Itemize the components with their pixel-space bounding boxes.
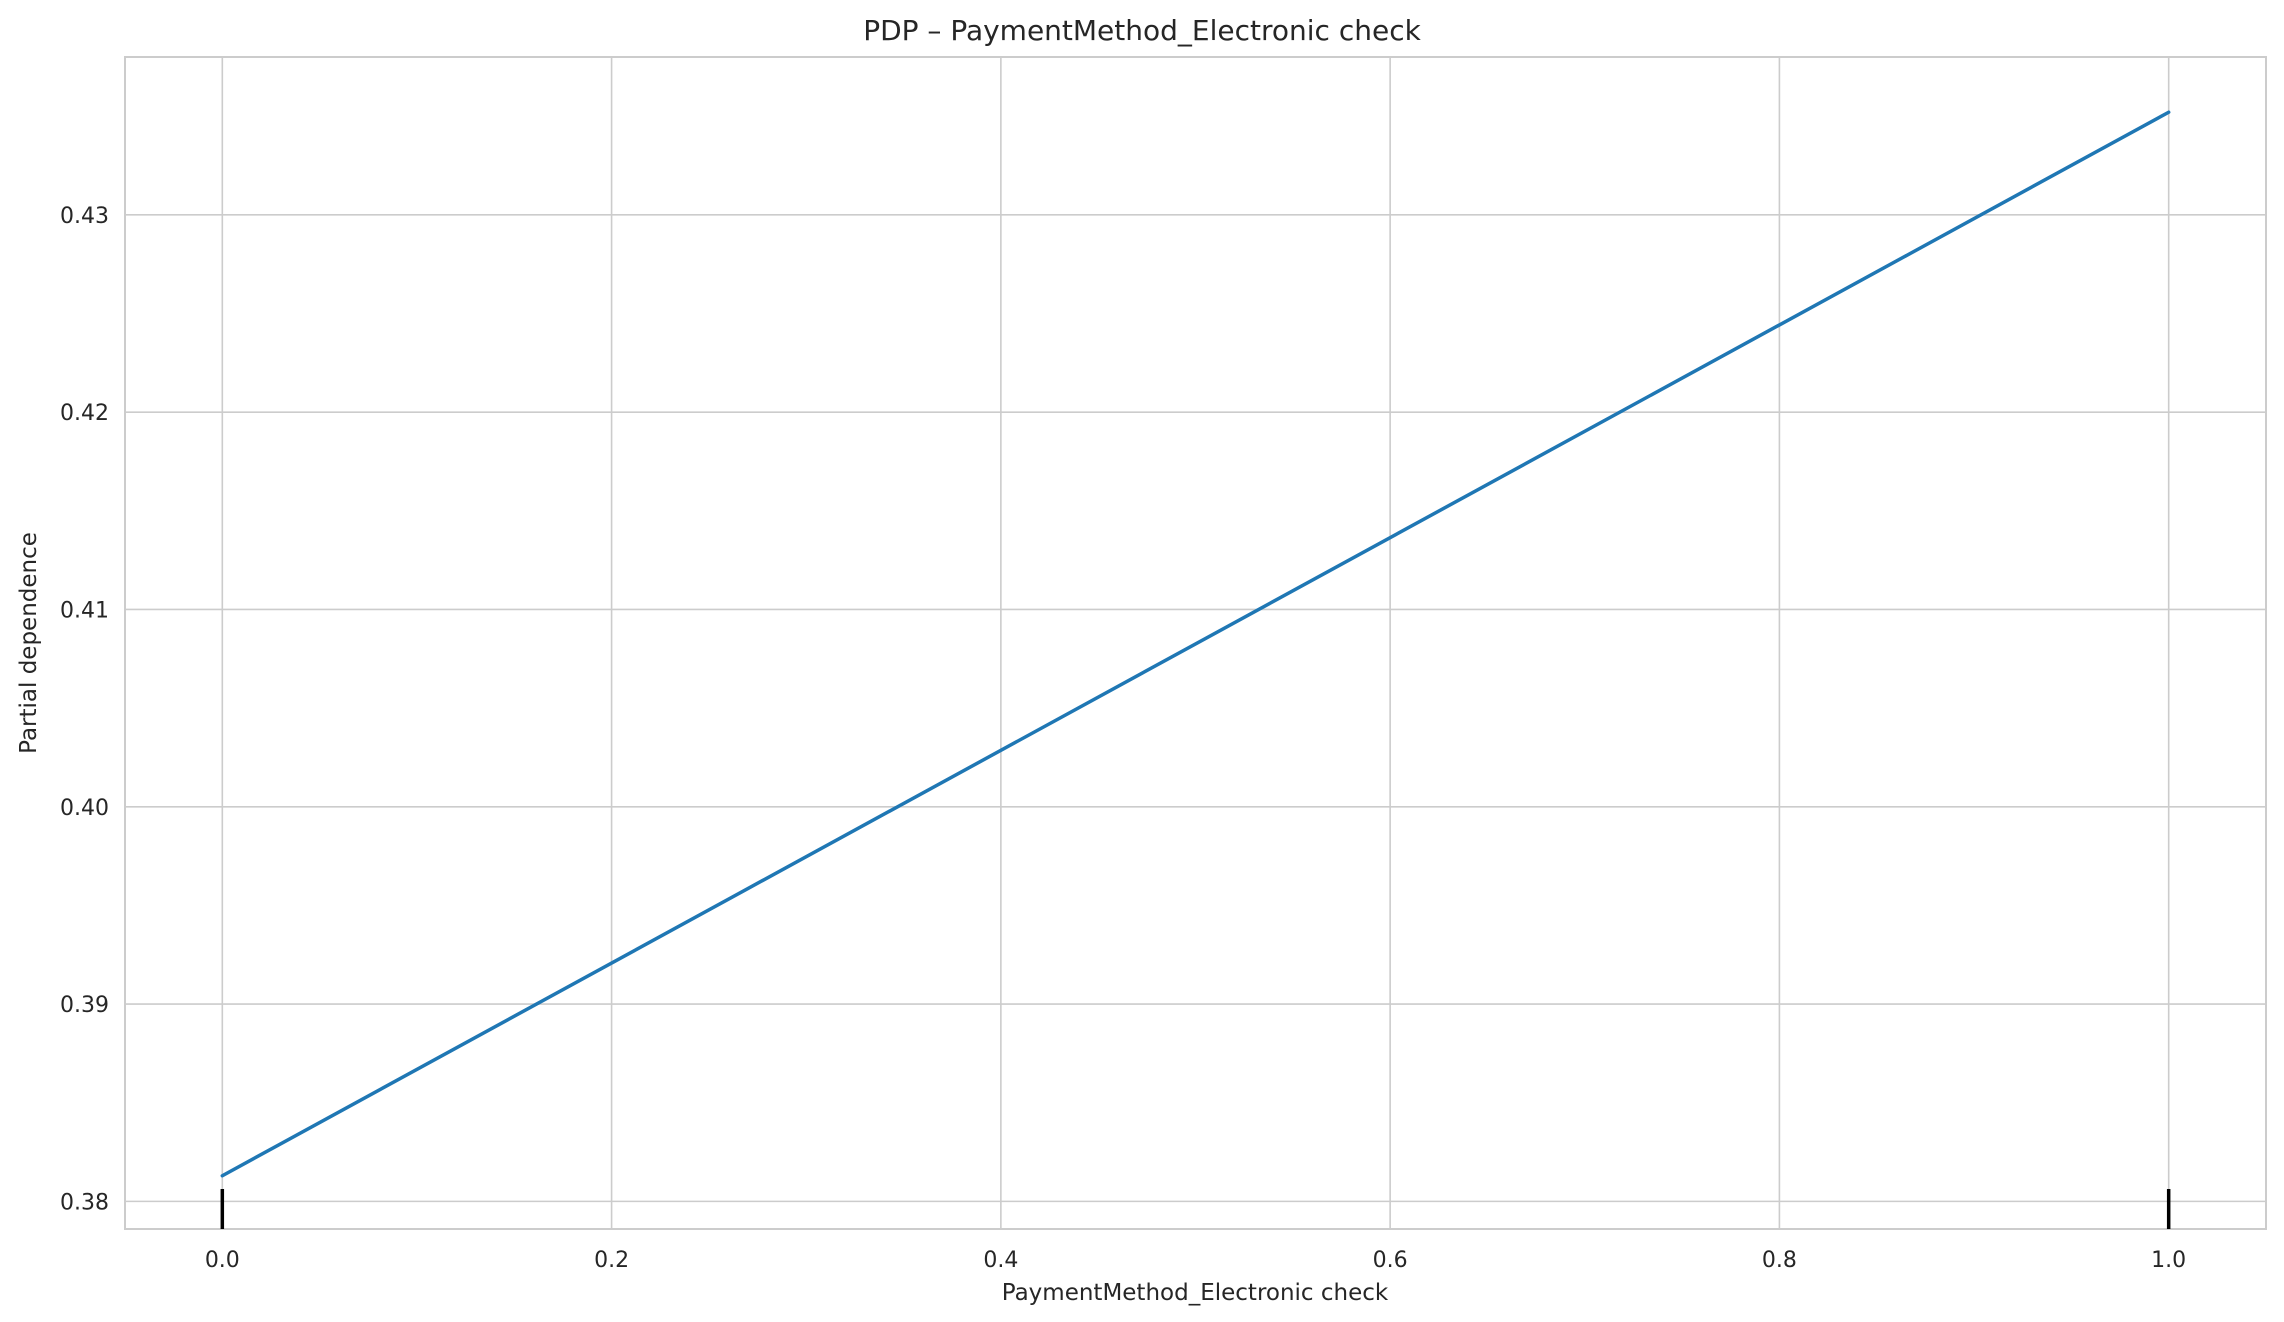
y-axis-ticks: 0.38 0.39 0.40 0.41 0.42 0.43 <box>60 204 109 1216</box>
y-tick-label: 0.38 <box>60 1190 109 1215</box>
y-axis-label: Partial dependence <box>16 532 42 754</box>
x-tick-label: 0.2 <box>594 1248 629 1273</box>
x-axis-label: PaymentMethod_Electronic check <box>1002 1280 1389 1306</box>
gridlines <box>125 57 2266 1229</box>
plot-frame <box>124 56 2267 1230</box>
y-tick-label: 0.43 <box>60 204 109 229</box>
x-tick-label: 0.4 <box>983 1248 1018 1273</box>
y-tick-label: 0.42 <box>60 401 109 426</box>
y-tick-label: 0.40 <box>60 796 109 821</box>
x-tick-label: 1.0 <box>2151 1248 2186 1273</box>
x-tick-label: 0.0 <box>205 1248 240 1273</box>
rug-layer <box>220 1189 2171 1229</box>
x-tick-label: 0.8 <box>1762 1248 1797 1273</box>
y-tick-label: 0.41 <box>60 598 109 623</box>
x-axis-ticks: 0.0 0.2 0.4 0.6 0.8 1.0 <box>205 1248 2186 1273</box>
chart-title: PDP – PaymentMethod_Electronic check <box>863 14 1421 47</box>
y-tick-label: 0.39 <box>60 993 109 1018</box>
pdp-line <box>220 110 2171 1178</box>
x-tick-label: 0.6 <box>1373 1248 1408 1273</box>
series-layer <box>220 110 2171 1178</box>
